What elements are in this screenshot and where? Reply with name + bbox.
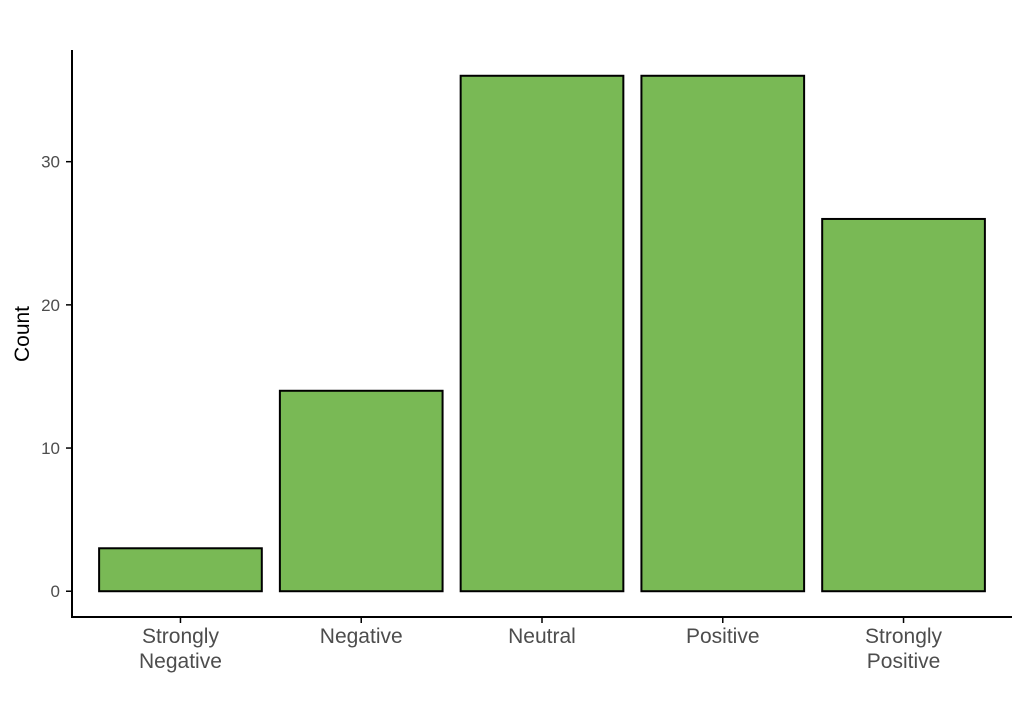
x-tick-label: Neutral <box>508 625 576 648</box>
bar-positive <box>640 74 806 593</box>
y-tick-label: 30 <box>41 153 60 172</box>
x-tick-label: Strongly Negative <box>139 625 222 673</box>
y-axis-title: Count <box>11 306 34 362</box>
bar-neutral <box>459 74 625 593</box>
x-tick-label: Positive <box>686 625 760 648</box>
x-tick-label: Negative <box>320 625 403 648</box>
bar-negative <box>278 389 444 593</box>
bar-strongly-negative <box>98 547 263 593</box>
y-tick-label: 20 <box>41 296 60 315</box>
bars-group <box>98 74 986 593</box>
x-tick-label: Strongly Positive <box>865 625 943 673</box>
bar-strongly-positive <box>821 217 986 593</box>
x-ticks-group: Strongly Negative Negative Neutral Positive S… <box>139 617 943 673</box>
y-ticks-group: 0 10 20 30 <box>41 153 72 601</box>
y-tick-label: 10 <box>41 439 60 458</box>
y-tick-label: 0 <box>51 582 60 601</box>
